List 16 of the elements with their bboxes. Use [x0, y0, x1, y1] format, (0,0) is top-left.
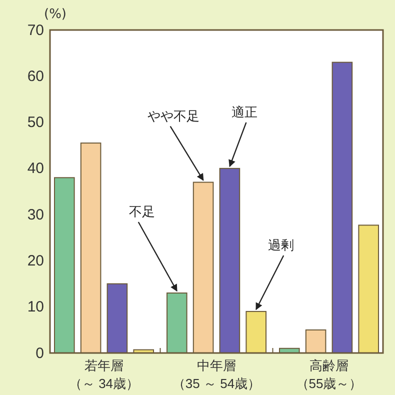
x-tick-label: 高齢層（55歳～） [296, 358, 362, 391]
y-tick-label: 40 [27, 160, 44, 178]
y-tick-label: 10 [27, 298, 44, 316]
y-axis-title: (%) [44, 7, 66, 22]
y-tick-label: 0 [36, 344, 44, 362]
y-tick-label: 50 [27, 114, 44, 132]
x-tick-label: 若年層（～ 34歳） [68, 358, 140, 391]
y-tick-label: 20 [27, 252, 44, 270]
y-tick-label: 30 [27, 206, 44, 224]
y-tick-label: 70 [27, 22, 44, 39]
x-tick-label: 中年層（35 ～ 54歳） [172, 358, 261, 391]
text: 過剰 [268, 238, 294, 254]
text: 適正 [232, 104, 258, 120]
text: 不足 [128, 205, 155, 220]
y-tick-label: 60 [27, 68, 44, 85]
text: やや不足 [147, 109, 200, 124]
